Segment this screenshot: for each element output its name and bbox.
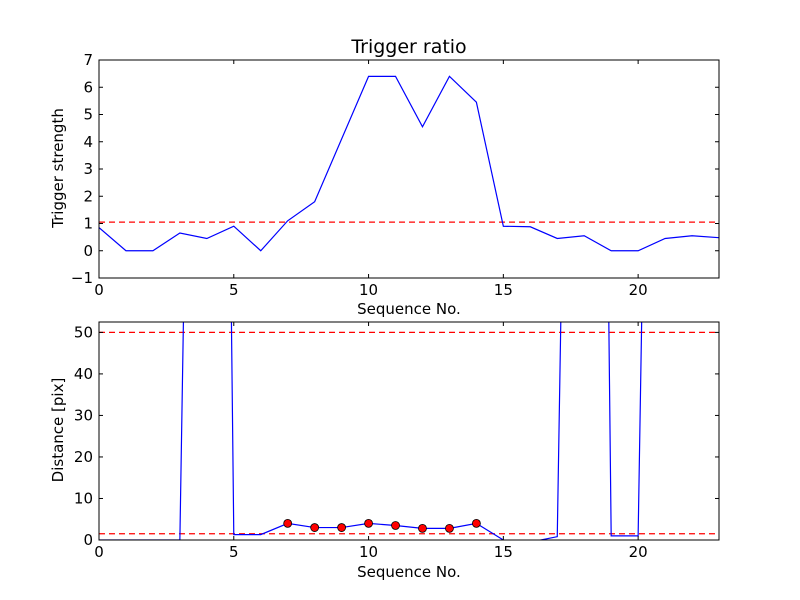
y-tick-label: 5 [83,106,93,124]
y-tick-label: 40 [74,365,93,383]
y-tick-label: 7 [83,51,93,69]
data-point-marker [337,523,347,532]
chart-title: Trigger ratio [350,36,466,58]
plot-area [99,75,719,252]
plot-area [99,322,719,540]
data-point-marker [310,523,320,532]
y-tick-label: 2 [83,187,93,205]
y-tick-label: 6 [83,78,93,96]
y-tick-label: 30 [74,406,93,424]
series-line [99,75,719,252]
x-tick-label: 5 [229,281,239,299]
y-tick-label: −1 [71,269,93,287]
data-point-marker [391,521,400,530]
data-point-marker [471,518,481,528]
x-tick-label: 20 [629,281,648,299]
x-tick-label: 10 [359,281,378,299]
x-axis-label: Sequence No. [357,300,461,318]
data-point-marker [364,518,373,528]
distance-plot: Sequence No. Distance [pix] 0 5 10 15 20 0 10 2… [49,321,720,581]
y-tick-label: 3 [83,160,93,178]
x-tick-label: 0 [94,543,104,561]
y-tick-label: 50 [74,323,93,341]
axes-frame [98,321,720,541]
x-tick-label: 20 [629,543,648,561]
y-tick-label: 4 [83,133,93,151]
y-axis-label: Distance [pix] [49,378,67,483]
y-tick-label: 0 [83,242,93,260]
data-point-marker [283,518,293,528]
x-axis-label: Sequence No. [357,563,461,581]
y-axis-label: Trigger strength [49,108,67,229]
x-tick-label: 5 [229,543,239,561]
y-tick-label: 10 [74,489,93,507]
y-tick-label: 1 [83,215,93,233]
y-tick-label: 0 [83,531,93,549]
x-tick-label: 15 [494,281,513,299]
x-tick-label: 15 [494,543,513,561]
x-tick-label: 10 [359,543,378,561]
y-tick-label: 20 [74,448,93,466]
data-point-marker [445,523,454,533]
trigger-ratio-plot: Trigger ratio Sequence No. Trigger stren… [49,36,720,318]
data-point-marker [418,523,427,533]
x-tick-label: 0 [94,281,104,299]
